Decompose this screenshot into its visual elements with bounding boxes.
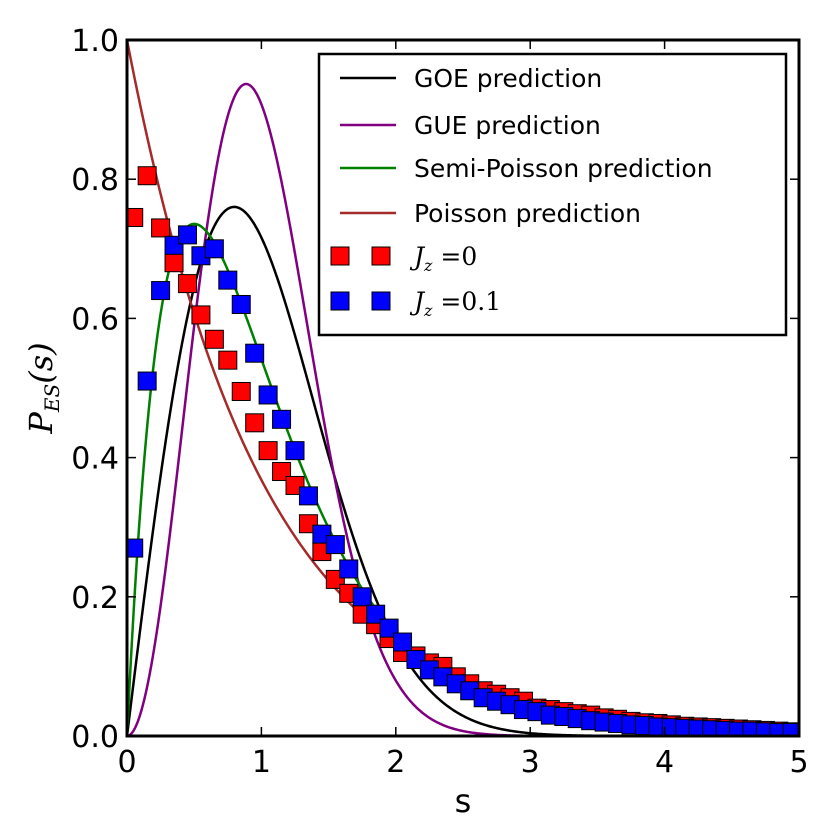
data-point — [272, 409, 292, 429]
data-point — [204, 239, 224, 259]
legend-marker-jz01-b — [371, 291, 391, 311]
data-point — [285, 441, 305, 461]
data-point — [339, 559, 359, 579]
data-point — [218, 270, 238, 290]
legend-box — [317, 52, 788, 337]
data-point — [137, 166, 157, 186]
data-point — [204, 329, 224, 349]
y-tick-label: 0.0 — [71, 720, 119, 755]
legend-marker-jz01-a — [330, 291, 350, 311]
x-tick-label: 5 — [789, 745, 808, 780]
legend-marker-jz0-a — [330, 246, 350, 266]
data-point — [191, 305, 211, 325]
data-point — [245, 343, 265, 363]
plot-frame — [125, 38, 801, 738]
data-point — [177, 274, 197, 294]
legend-label-jz0: Jz =0 — [409, 242, 477, 275]
data-point — [258, 441, 278, 461]
y-tick-label: 1.0 — [71, 24, 119, 59]
data-point — [782, 723, 799, 736]
y-tick-label: 0.2 — [71, 581, 119, 616]
y-tick-label: 0.8 — [71, 163, 119, 198]
data-point — [258, 385, 278, 405]
data-point — [393, 632, 413, 652]
data-point — [127, 538, 144, 558]
data-point — [245, 413, 265, 433]
data-point — [177, 225, 197, 245]
legend-label-semi-poisson: Semi-Poisson prediction — [414, 154, 713, 183]
data-point — [231, 294, 251, 314]
data-point — [164, 253, 184, 273]
data-point — [218, 350, 238, 370]
legend-label-poisson: Poisson prediction — [414, 199, 641, 228]
y-tick-label: 0.6 — [71, 302, 119, 337]
x-tick-label: 2 — [386, 745, 405, 780]
legend-label-jz01: Jz =0.1 — [409, 287, 501, 320]
data-point — [127, 207, 144, 227]
data-point — [151, 218, 171, 238]
data-point — [325, 535, 345, 555]
curve-gue — [127, 82, 799, 736]
y-axis-label: PES(s) — [22, 342, 64, 434]
series-jz-0-1 — [127, 225, 799, 736]
x-axis-label: s — [455, 782, 472, 820]
legend-marker-jz0-b — [371, 246, 391, 266]
data-point — [298, 486, 318, 506]
data-point — [352, 587, 372, 607]
x-tick-label: 3 — [521, 745, 540, 780]
x-tick-label: 1 — [252, 745, 271, 780]
legend-label-goe: GOE prediction — [414, 64, 602, 93]
data-point — [151, 281, 171, 301]
legend: GOE prediction GUE prediction Semi-Poiss… — [317, 52, 788, 337]
y-tick-label: 0.4 — [71, 442, 119, 477]
data-point — [137, 371, 157, 391]
data-point — [231, 381, 251, 401]
legend-label-gue: GUE prediction — [414, 111, 601, 140]
x-tick-label: 4 — [655, 745, 674, 780]
x-tick-label: 0 — [117, 745, 136, 780]
